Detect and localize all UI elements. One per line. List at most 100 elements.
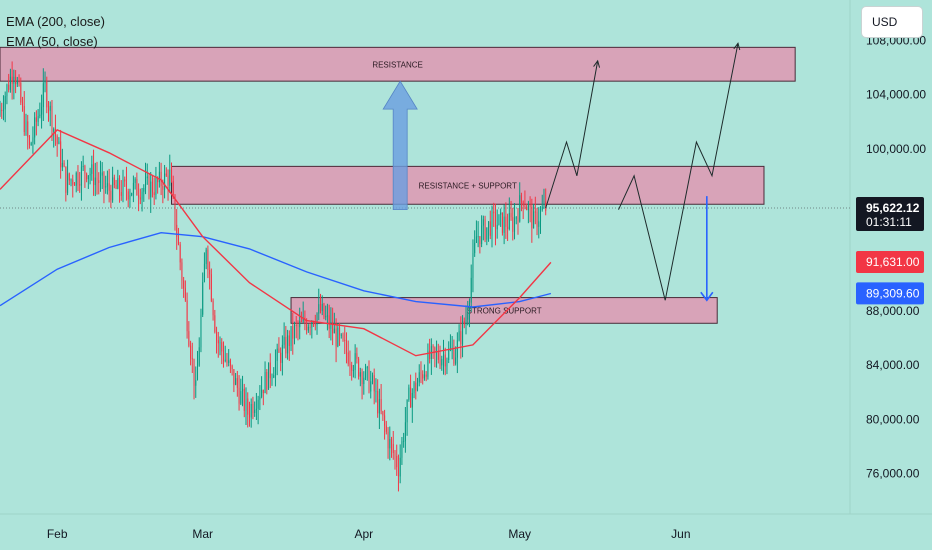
candle-body	[361, 372, 363, 385]
candle-body	[533, 211, 535, 229]
candle-body	[465, 319, 467, 325]
candle-body	[545, 201, 547, 211]
candle-body	[538, 221, 540, 227]
candle-body	[169, 169, 171, 186]
candle-body	[540, 209, 542, 222]
candle-body	[22, 102, 24, 107]
candle-body	[129, 195, 131, 200]
candle-body	[503, 216, 505, 233]
candle-body	[79, 184, 81, 186]
candle-body	[474, 242, 476, 254]
candle-body	[371, 375, 373, 382]
candle-body	[16, 81, 18, 85]
candles	[0, 61, 547, 492]
candle-body	[27, 121, 29, 138]
candle-body	[171, 169, 173, 182]
currency-button[interactable]: USD	[862, 7, 922, 37]
candle-body	[271, 377, 273, 379]
candle-body	[176, 224, 178, 237]
candle-body	[257, 399, 259, 409]
candle-body	[23, 106, 25, 132]
candle-body	[1, 109, 3, 111]
candle-body	[418, 372, 420, 383]
candle-body	[103, 172, 105, 188]
candle-body	[233, 369, 235, 385]
candle-body	[387, 431, 389, 449]
x-tick-label: Feb	[47, 527, 68, 541]
candle-body	[477, 236, 479, 238]
candle-body	[339, 327, 341, 336]
candle-body	[101, 172, 103, 176]
candle-body	[425, 374, 427, 377]
candle-body	[325, 316, 327, 318]
candle-body	[32, 137, 34, 144]
candle-body	[106, 183, 108, 187]
candle-body	[96, 177, 98, 181]
candle-body	[434, 347, 436, 353]
candle-body	[255, 408, 257, 410]
legend-ema200[interactable]: EMA (200, close)	[6, 14, 105, 29]
candle-body	[340, 334, 342, 336]
candle-body	[354, 353, 356, 370]
candle-body	[200, 314, 202, 348]
candle-body	[347, 352, 349, 364]
candle-body	[261, 389, 263, 397]
candle-body	[429, 350, 431, 360]
candle-body	[236, 378, 238, 388]
candle-body	[292, 326, 294, 339]
candle-body	[141, 191, 143, 200]
candle-body	[34, 117, 36, 138]
candle-body	[273, 375, 275, 378]
candle-body	[531, 206, 533, 229]
candle-body	[427, 350, 429, 377]
candle-body	[311, 321, 313, 328]
candle-body	[512, 217, 514, 232]
candle-body	[444, 354, 446, 367]
candle-body	[449, 349, 451, 351]
candle-body	[375, 391, 377, 393]
candle-body	[514, 217, 516, 232]
candle-body	[328, 315, 330, 329]
candle-body	[134, 178, 136, 183]
candle-body	[541, 206, 543, 210]
candle-body	[245, 398, 247, 411]
candle-body	[467, 313, 469, 320]
candle-body	[28, 137, 30, 146]
candle-body	[351, 365, 353, 371]
candle-body	[496, 224, 498, 230]
candle-body	[455, 357, 457, 364]
candle-body	[248, 414, 250, 418]
candle-body	[458, 331, 460, 341]
y-tick-label: 84,000.00	[866, 358, 920, 372]
candle-body	[89, 173, 91, 176]
candle-body	[139, 197, 141, 200]
candle-body	[11, 76, 13, 84]
candle-body	[243, 388, 245, 411]
candle-body	[191, 358, 193, 360]
candle-body	[49, 105, 51, 111]
candle-body	[463, 321, 465, 325]
legend-ema50[interactable]: EMA (50, close)	[6, 34, 98, 49]
candle-body	[453, 349, 455, 364]
candle-body	[346, 341, 348, 353]
price-tag-countdown-text: 01:31:11	[866, 215, 912, 229]
candle-body	[389, 439, 391, 449]
candle-body	[441, 358, 443, 366]
candle-body	[184, 288, 186, 301]
candle-body	[536, 212, 538, 227]
candle-body	[469, 302, 471, 314]
candle-body	[115, 185, 117, 189]
candle-body	[202, 282, 204, 315]
y-tick-label: 104,000.00	[866, 88, 926, 102]
candle-body	[235, 378, 237, 385]
candle-body	[320, 304, 322, 312]
price-tag-current-text: 95,622.12	[866, 201, 920, 215]
candle-body	[366, 367, 368, 369]
candle-body	[153, 192, 155, 195]
candle-body	[221, 342, 223, 352]
candle-body	[377, 391, 379, 414]
candle-body	[323, 303, 325, 318]
candle-body	[198, 347, 200, 366]
candle-body	[510, 212, 512, 218]
